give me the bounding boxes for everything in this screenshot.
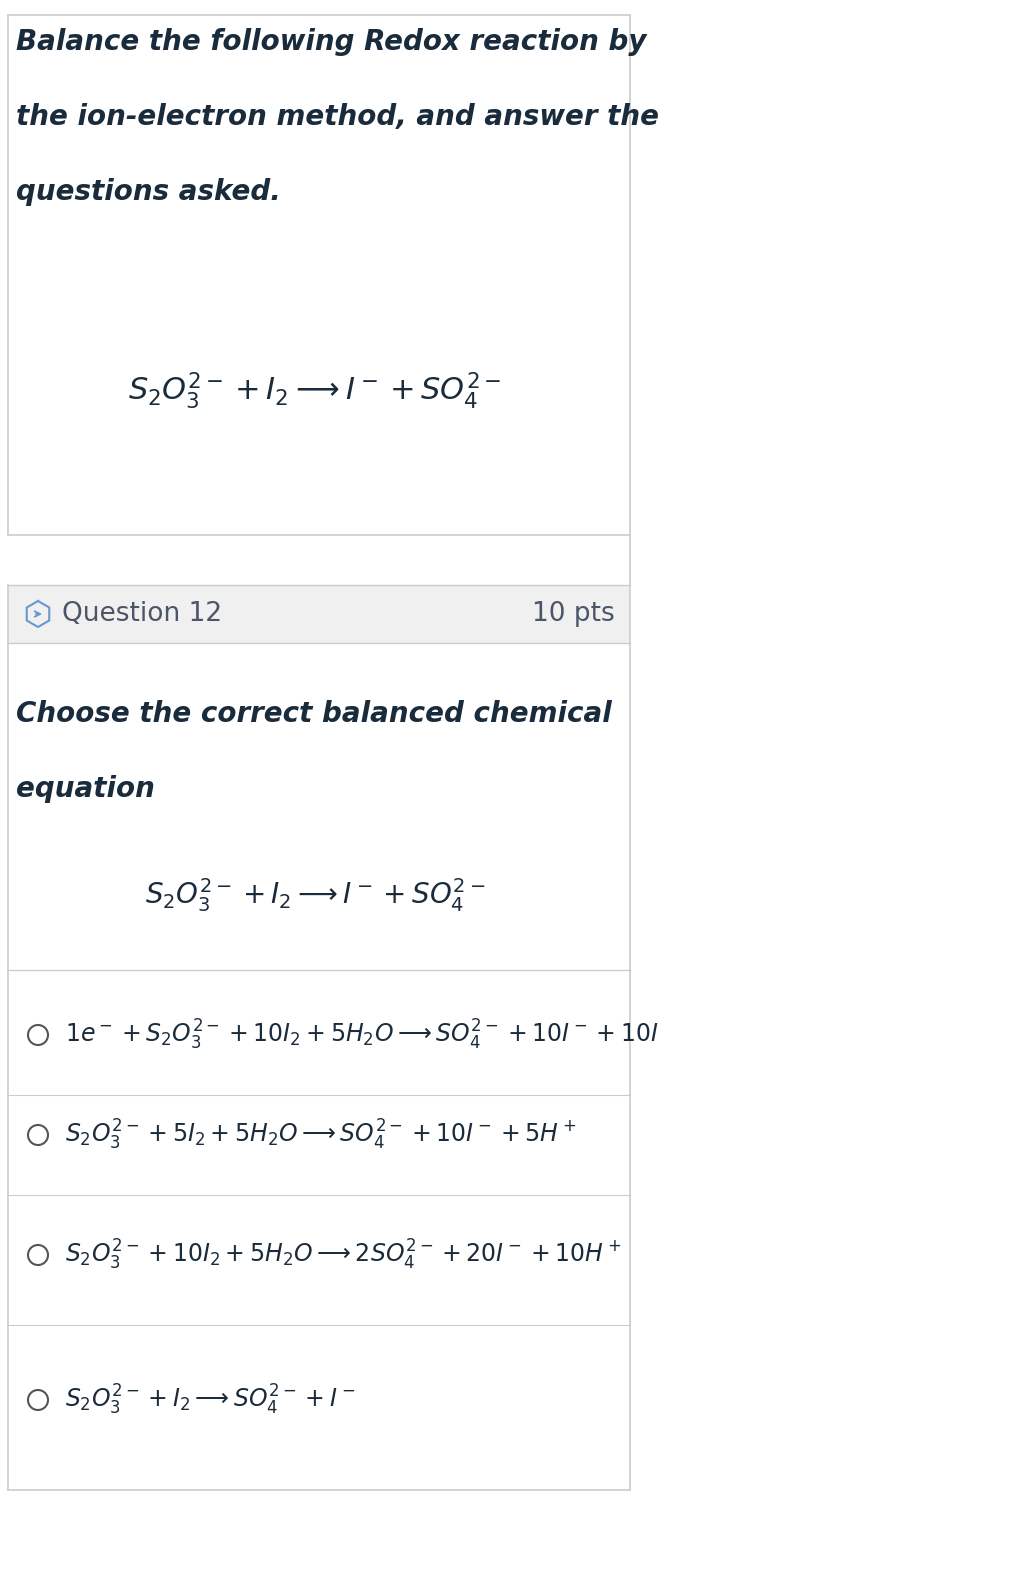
- Text: questions asked.: questions asked.: [16, 179, 281, 206]
- Text: Choose the correct balanced chemical: Choose the correct balanced chemical: [16, 700, 611, 728]
- Text: equation: equation: [16, 775, 155, 803]
- Bar: [8, 585, 630, 642]
- Text: $S_2O_3^{2-} + I_2 \longrightarrow I^- + SO_4^{2-}$: $S_2O_3^{2-} + I_2 \longrightarrow I^- +…: [128, 370, 502, 411]
- Text: $S_2O_3^{2-} + I_2 \longrightarrow I^- + SO_4^{2-}$: $S_2O_3^{2-} + I_2 \longrightarrow I^- +…: [144, 877, 485, 913]
- Text: 10 pts: 10 pts: [532, 601, 615, 626]
- Text: $S_2O_3^{2-} + I_2 \longrightarrow SO_4^{2-} + I^-$: $S_2O_3^{2-} + I_2 \longrightarrow SO_4^…: [65, 1384, 355, 1417]
- Text: $S_2O_3^{2-} + 5I_2 + 5H_2O \longrightarrow SO_4^{2-} + 10I^- + 5H^+$: $S_2O_3^{2-} + 5I_2 + 5H_2O \longrightar…: [65, 1117, 577, 1152]
- Text: Balance the following Redox reaction by: Balance the following Redox reaction by: [16, 29, 646, 56]
- Text: the ion-electron method, and answer the: the ion-electron method, and answer the: [16, 104, 659, 131]
- Text: $S_2O_3^{2-} + 10I_2 + 5H_2O \longrightarrow 2SO_4^{2-} + 20I^- + 10H^+$: $S_2O_3^{2-} + 10I_2 + 5H_2O \longrighta…: [65, 1239, 622, 1272]
- Text: $1e^- + S_2O_3^{2-} + 10I_2 + 5H_2O \longrightarrow SO_4^{2-} + 10I^- + 10I$: $1e^- + S_2O_3^{2-} + 10I_2 + 5H_2O \lon…: [65, 1019, 658, 1052]
- Text: Question 12: Question 12: [62, 601, 222, 626]
